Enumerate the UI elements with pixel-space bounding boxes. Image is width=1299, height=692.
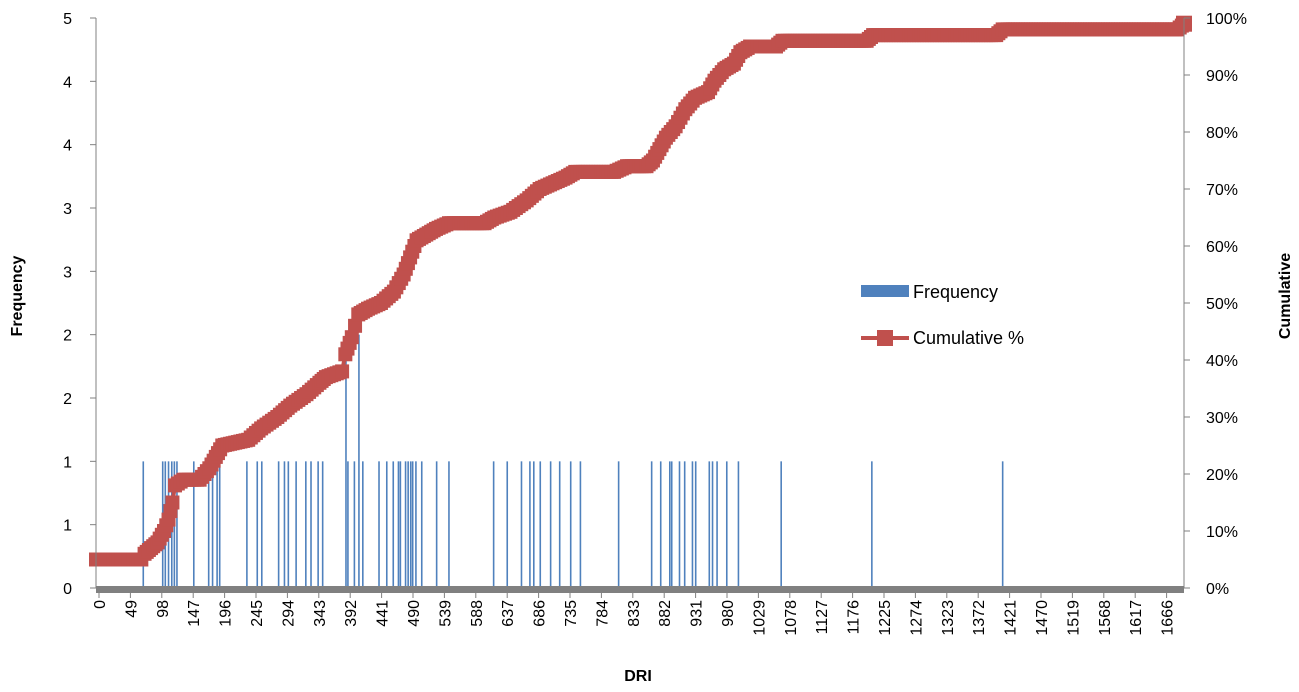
y-tick-label: 4 [63,74,72,91]
y2-tick-label: 80% [1206,125,1238,142]
y-tick-label: 2 [63,328,72,345]
x-tick-label: 392 [343,600,360,627]
y-axis-right: 0% 10% 20% 30% 40% 50% 60% 70% 80% 90% 100% [1183,11,1247,598]
x-tick-label: 1666 [1160,600,1177,636]
x-tick-label: 588 [469,600,486,627]
y2-tick-label: 0% [1206,581,1229,598]
cumulative-marker [335,364,350,379]
y-axis-title: Frequency [9,255,26,336]
y-tick-label: 3 [63,201,72,218]
x-axis-title: DRI [624,668,652,685]
x-tick-label: 833 [626,600,643,627]
y-tick-label: 2 [63,391,72,408]
x-tick-label: 1078 [783,600,800,636]
y2-tick-label: 40% [1206,353,1238,370]
x-tick-label: 1127 [814,600,831,635]
x-tick-label: 1029 [751,600,768,636]
x-tick-label: 1225 [877,600,894,636]
legend: Frequency Cumulative % [861,282,1024,348]
cumulative-marker [348,318,363,333]
x-tick-label: 343 [312,600,329,627]
y2-tick-label: 50% [1206,296,1238,313]
x-tick-label: 1519 [1065,600,1082,636]
y2-tick-label: 30% [1206,410,1238,427]
legend-cumulative-label: Cumulative % [913,328,1024,348]
x-tick-label: 245 [249,600,266,627]
y2-tick-label: 100% [1206,11,1247,28]
x-tick-label: 147 [186,600,203,627]
x-tick-label: 784 [594,600,611,627]
x-tick-label: 882 [657,600,674,627]
x-tick-label: 294 [280,600,297,627]
y2-tick-label: 60% [1206,239,1238,256]
x-tick-label: 98 [155,600,172,618]
x-tick-label: 637 [500,600,517,627]
y-tick-label: 5 [63,11,72,28]
x-tick-label: 1617 [1128,600,1145,636]
y-tick-label: 1 [63,454,72,471]
x-axis-line [96,586,1184,593]
cumulative-line [89,15,1192,567]
x-tick-label: 49 [123,600,140,618]
x-axis: 0 49 98 147 196 245 294 343 392 441 490 539 588 637 68… [92,586,1184,636]
x-tick-label: 980 [720,600,737,627]
frequency-bars [142,334,1004,588]
x-tick-label: 1274 [908,600,925,636]
x-tick-label: 1470 [1034,600,1051,636]
x-tick-label: 1372 [971,600,988,636]
y-tick-label: 0 [63,581,72,598]
x-tick-label: 441 [375,600,392,627]
x-tick-label: 0 [92,600,109,609]
x-tick-label: 735 [563,600,580,627]
y2-tick-label: 70% [1206,182,1238,199]
x-tick-label: 686 [532,600,549,627]
cumulative-path [96,22,1186,562]
y2-tick-label: 20% [1206,467,1238,484]
x-tick-label: 1421 [1003,600,1020,636]
y2-tick-label: 90% [1206,68,1238,85]
legend-frequency-label: Frequency [913,282,998,302]
y-axis-left: 0 1 1 2 2 3 3 4 4 5 [63,11,97,598]
x-tick-label: 1176 [846,600,863,635]
x-tick-label: 196 [218,600,235,627]
cumulative-marker [165,495,180,510]
legend-frequency-swatch [861,285,909,297]
x-tick-label: 490 [406,600,423,627]
x-tick-label: 1323 [940,600,957,636]
y-tick-label: 1 [63,518,72,535]
x-tick-label: 1568 [1097,600,1114,636]
x-tick-label: 539 [437,600,454,627]
y2-tick-label: 10% [1206,524,1238,541]
legend-cumulative-marker [877,330,893,346]
cumulative-marker [344,330,359,345]
x-tick-label: 931 [689,600,706,627]
y-tick-label: 4 [63,138,72,155]
y-tick-label: 3 [63,264,72,281]
y2-axis-title: Cumulative [1277,253,1294,339]
